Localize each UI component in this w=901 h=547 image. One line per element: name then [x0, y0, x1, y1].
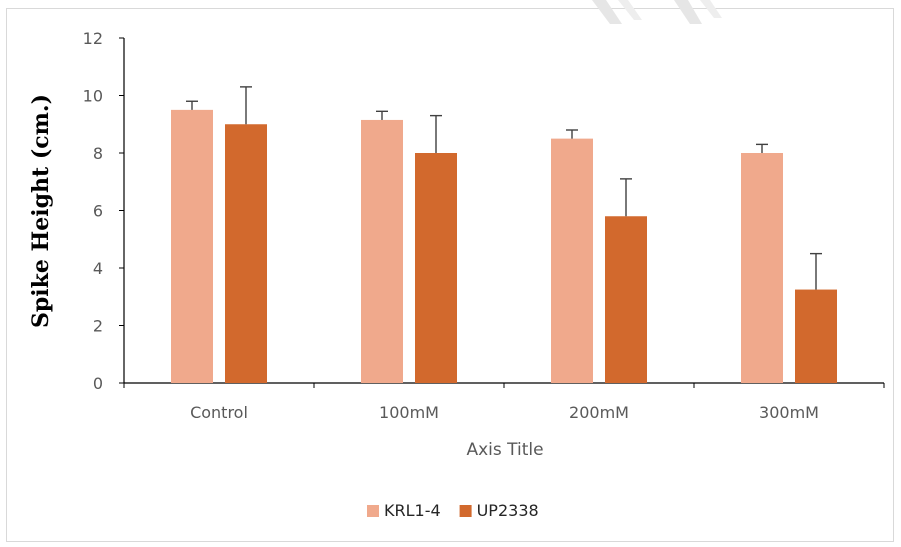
bar — [225, 124, 267, 383]
y-tick-label: 0 — [93, 374, 103, 393]
bar — [171, 109, 213, 383]
y-tick-label: 10 — [83, 87, 103, 106]
x-axis-label: Axis Title — [466, 440, 543, 460]
y-tick-label: 6 — [93, 202, 103, 221]
y-axis-label: Spike Height (cm.) — [28, 94, 54, 328]
y-tick-label: 8 — [93, 144, 103, 163]
legend-label: UP2338 — [477, 501, 539, 520]
decorative-stripes — [592, 0, 722, 24]
legend-label: KRL1-4 — [384, 501, 441, 520]
error-bars — [186, 86, 822, 290]
x-tick-label: 100mM — [379, 403, 439, 422]
bar — [361, 119, 403, 383]
y-tick-label: 4 — [93, 259, 103, 278]
bars — [171, 109, 837, 383]
y-tick-label: 12 — [83, 29, 103, 48]
legend-swatch — [367, 505, 379, 517]
bar — [741, 153, 783, 383]
y-tick-label: 2 — [93, 317, 103, 336]
legend-swatch — [459, 505, 472, 517]
bar — [551, 138, 593, 383]
bar — [795, 289, 837, 383]
bar — [415, 153, 457, 383]
bar — [605, 216, 647, 383]
x-axis: Control 100mM 200mM 300mM — [123, 382, 885, 422]
x-tick-label: 300mM — [759, 403, 819, 422]
legend: KRL1-4 UP2338 — [367, 501, 539, 520]
y-axis: 0 2 4 6 8 10 12 — [83, 29, 125, 393]
x-tick-label: Control — [190, 403, 248, 422]
x-tick-label: 200mM — [569, 403, 629, 422]
